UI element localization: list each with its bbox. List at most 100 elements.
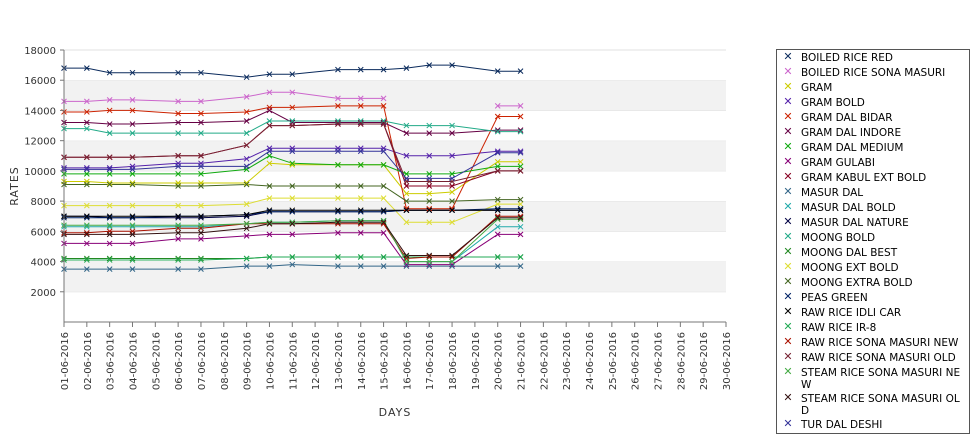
- data-point: [494, 148, 501, 155]
- grid-band: [64, 110, 726, 141]
- x-axis-ticks: 01-06-2016 02-06-2016 03-06-2016 04-06-2016…: [60, 322, 733, 390]
- data-point: [175, 119, 181, 126]
- x-tick-label: 10-06-2016: [265, 332, 276, 390]
- legend-marker-icon: ✕: [783, 170, 793, 183]
- x-tick-label: 23-06-2016: [562, 332, 573, 390]
- x-tick-label: 04-06-2016: [128, 332, 139, 390]
- y-axis-label: RATES: [8, 166, 21, 206]
- data-point: [449, 152, 455, 159]
- data-point: [243, 201, 250, 207]
- data-point: [106, 97, 113, 103]
- data-point: [129, 214, 136, 221]
- data-point: [289, 104, 296, 111]
- data-point: [129, 181, 136, 188]
- data-point: [266, 263, 273, 269]
- data-point: [106, 213, 113, 220]
- data-point: [494, 214, 501, 221]
- x-tick-label: 08-06-2016: [220, 332, 231, 390]
- data-point: [426, 258, 433, 265]
- data-point: [357, 254, 364, 260]
- data-point: [380, 95, 387, 102]
- data-point: [357, 229, 364, 236]
- data-point: [449, 252, 455, 259]
- data-point: [449, 189, 455, 195]
- legend-label: RAW RICE SONA MASURI NEW: [801, 337, 959, 349]
- data-point: [106, 257, 113, 263]
- data-point: [403, 65, 410, 71]
- legend-label: STEAM RICE SONA MASURI OLD: [801, 393, 960, 417]
- x-tick-label: 02-06-2016: [83, 332, 94, 390]
- data-point: [106, 121, 113, 127]
- data-point: [380, 229, 387, 236]
- data-point: [266, 152, 273, 159]
- data-point: [517, 254, 524, 260]
- data-point: [380, 219, 387, 226]
- data-point: [243, 130, 250, 136]
- x-tick-label: 24-06-2016: [585, 332, 596, 390]
- data-point: [289, 219, 296, 226]
- data-point: [266, 122, 273, 129]
- y-tick-label: 16000: [24, 76, 56, 87]
- data-point: [403, 122, 410, 129]
- data-point: [380, 183, 387, 189]
- data-point: [517, 201, 524, 207]
- data-point: [129, 240, 136, 247]
- x-tick-label: 28-06-2016: [676, 332, 687, 390]
- data-point: [357, 219, 364, 226]
- legend-item: ✕ RAW RICE SONA MASURI NEW: [777, 335, 969, 350]
- data-point: [517, 216, 524, 223]
- data-point: [129, 130, 136, 136]
- data-point: [426, 152, 433, 159]
- x-tick-label: 30-06-2016: [722, 332, 733, 390]
- data-point: [83, 223, 90, 230]
- legend-label: MASUR DAL BOLD: [801, 202, 896, 214]
- data-point: [403, 198, 410, 204]
- x-tick-label: 03-06-2016: [106, 332, 117, 390]
- data-point: [198, 229, 204, 236]
- data-point: [380, 195, 387, 201]
- data-point: [266, 148, 273, 155]
- legend-item: ✕ PEAS GREEN: [777, 290, 969, 305]
- data-point: [335, 183, 341, 189]
- x-tick-label: 22-06-2016: [539, 332, 550, 390]
- legend-item: ✕ BOILED RICE RED: [777, 50, 969, 65]
- data-point: [335, 148, 341, 155]
- data-point: [175, 255, 181, 262]
- data-point: [243, 181, 250, 188]
- data-point: [83, 109, 90, 115]
- data-point: [449, 171, 455, 177]
- x-tick-label: 09-06-2016: [243, 332, 254, 390]
- data-point: [426, 205, 433, 212]
- data-point: [449, 183, 455, 189]
- data-point: [266, 107, 273, 114]
- data-point: [494, 128, 501, 135]
- data-point: [129, 202, 136, 209]
- data-point: [494, 205, 501, 212]
- data-point: [129, 69, 136, 76]
- data-point: [243, 211, 250, 218]
- data-point: [357, 195, 364, 201]
- data-point: [175, 202, 181, 209]
- legend-item: ✕ TUR DAL DESHI: [777, 417, 969, 432]
- data-point: [243, 255, 250, 262]
- data-point: [357, 66, 364, 73]
- x-tick-label: 27-06-2016: [654, 332, 665, 390]
- data-point: [83, 181, 90, 188]
- data-point: [449, 130, 455, 136]
- data-point: [289, 207, 296, 214]
- data-point: [83, 255, 90, 262]
- data-point: [289, 183, 296, 189]
- data-point: [198, 110, 204, 117]
- legend-label: GRAM DAL BIDAR: [801, 112, 893, 124]
- legend-item: ✕ MASUR DAL NATURE: [777, 215, 969, 230]
- data-point: [403, 207, 410, 214]
- data-point: [494, 207, 501, 214]
- data-point: [198, 183, 204, 189]
- data-point: [83, 213, 90, 220]
- legend-marker-icon: ✕: [783, 260, 793, 273]
- data-point: [335, 263, 341, 269]
- x-tick-label: 17-06-2016: [425, 332, 436, 390]
- legend-item: ✕ GRAM BOLD: [777, 95, 969, 110]
- data-point: [175, 213, 181, 220]
- legend-item: ✕ RAW RICE SONA MASURI OLD: [777, 350, 969, 365]
